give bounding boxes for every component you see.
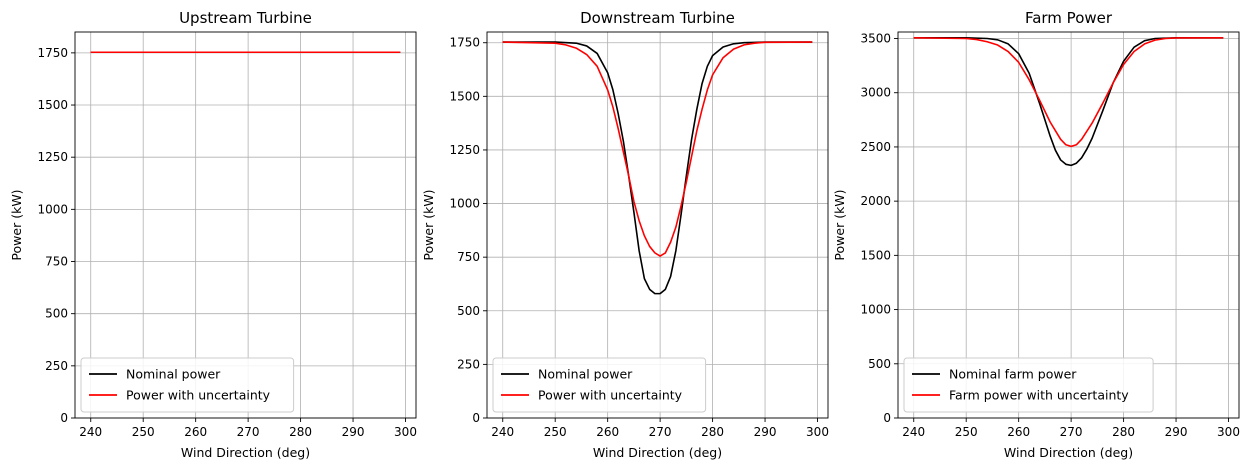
legend-box (80, 357, 295, 413)
x-tick-label: 280 (289, 425, 312, 439)
legend-label: Power with uncertainty (126, 388, 271, 403)
x-tick-label: 250 (544, 425, 567, 439)
y-tick-label: 1000 (860, 303, 891, 317)
x-tick-label: 280 (701, 425, 724, 439)
x-tick-label: 300 (806, 425, 829, 439)
legend-label: Farm power with uncertainty (949, 388, 1129, 403)
y-tick-label: 250 (45, 359, 68, 373)
y-tick-label: 750 (45, 255, 68, 269)
y-tick-label: 500 (45, 307, 68, 321)
y-tick-label: 1750 (37, 46, 68, 60)
y-tick-label: 1500 (449, 89, 480, 103)
chart-title: Downstream Turbine (580, 9, 735, 27)
x-tick-label: 290 (342, 425, 365, 439)
legend-box (903, 357, 1154, 413)
y-tick-label: 1500 (37, 98, 68, 112)
y-tick-label: 3000 (860, 86, 891, 100)
x-tick-label: 250 (132, 425, 155, 439)
x-tick-label: 250 (955, 425, 978, 439)
legend-box (492, 357, 707, 413)
legend: Nominal power Power with uncertainty (492, 357, 707, 413)
y-tick-label: 0 (472, 411, 480, 425)
y-axis-label: Power (kW) (832, 189, 847, 260)
x-tick-label: 300 (394, 425, 417, 439)
y-tick-label: 1250 (449, 143, 480, 157)
y-axis-label: Power (kW) (9, 189, 24, 260)
legend-label: Nominal power (126, 367, 221, 382)
x-tick-label: 270 (237, 425, 260, 439)
axes-frame (897, 31, 1240, 419)
y-tick-label: 500 (868, 357, 891, 371)
x-tick-label: 300 (1217, 425, 1240, 439)
x-tick-label: 290 (1165, 425, 1188, 439)
x-axis-label: Wind Direction (deg) (1004, 445, 1133, 460)
series-line-1 (913, 37, 1224, 167)
x-tick-label: 240 (79, 425, 102, 439)
chart-2: 240 250 260 270 280 290 300 0 250 500 750 1000 1250 1… (421, 9, 829, 460)
x-tick-label: 260 (184, 425, 207, 439)
x-tick-label: 240 (902, 425, 925, 439)
legend-label: Nominal farm power (949, 367, 1077, 382)
legend: Nominal power Power with uncertainty (80, 357, 295, 413)
y-tick-label: 500 (457, 304, 480, 318)
x-tick-label: 240 (491, 425, 514, 439)
legend: Nominal farm power Farm power with uncert… (903, 357, 1154, 413)
y-axis-label: Power (kW) (421, 189, 436, 260)
chart-title: Farm Power (1025, 9, 1113, 27)
chart-3: 240 250 260 270 280 290 3000500100015002000250… (832, 9, 1240, 460)
y-tick-label: 1500 (860, 248, 891, 262)
x-tick-label: 270 (1060, 425, 1083, 439)
x-axis-label: Wind Direction (deg) (593, 445, 722, 460)
x-axis-label: Wind Direction (deg) (181, 445, 310, 460)
legend-label: Power with uncertainty (538, 388, 683, 403)
chart-title: Upstream Turbine (179, 9, 312, 27)
series-line-2 (913, 37, 1224, 148)
y-tick-label: 1000 (449, 197, 480, 211)
x-tick-label: 260 (1007, 425, 1030, 439)
y-tick-label: 250 (457, 357, 480, 371)
y-tick-label: 1000 (37, 202, 68, 216)
series-line-1 (502, 41, 813, 295)
x-tick-label: 260 (596, 425, 619, 439)
x-tick-label: 290 (754, 425, 777, 439)
chart-1: 240 250 260 270 280 290 300 0 250 500 750 1000 1250 1… (9, 9, 417, 460)
y-tick-label: 0 (883, 411, 891, 425)
y-tick-label: 0 (60, 411, 68, 425)
y-tick-label: 3500 (860, 32, 891, 46)
axes-frame (486, 31, 829, 419)
y-tick-label: 1250 (37, 150, 68, 164)
axes-frame (74, 31, 417, 419)
y-tick-label: 2500 (860, 140, 891, 154)
series-line-2 (502, 41, 813, 257)
y-tick-label: 1750 (449, 36, 480, 50)
x-tick-label: 280 (1112, 425, 1135, 439)
legend-label: Nominal power (538, 367, 633, 382)
y-tick-label: 2000 (860, 194, 891, 208)
x-tick-label: 270 (649, 425, 672, 439)
y-tick-label: 750 (457, 250, 480, 264)
